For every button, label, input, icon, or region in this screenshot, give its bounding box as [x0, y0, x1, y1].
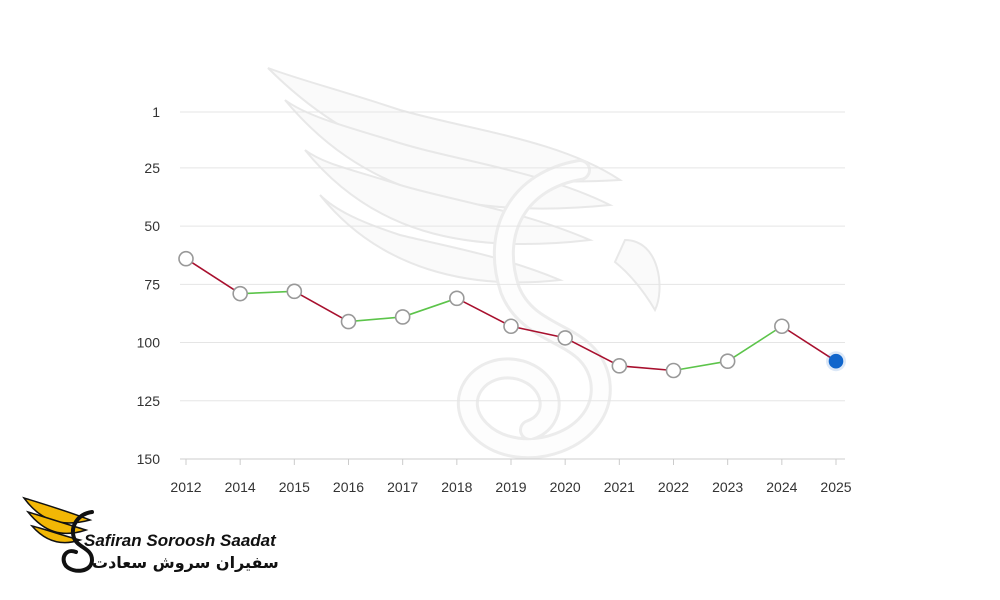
- x-tick-label: 2012: [170, 479, 201, 495]
- data-point[interactable]: [774, 318, 790, 335]
- bird-wing-s-logo-icon: [267, 67, 661, 460]
- y-tick-label: 75: [144, 276, 160, 292]
- series-segment: [402, 297, 458, 318]
- series-segment: [673, 360, 728, 372]
- x-tick-label: 2024: [766, 479, 797, 495]
- data-point[interactable]: [232, 285, 248, 302]
- x-tick-label: 2023: [712, 479, 743, 495]
- x-tick-label: 2022: [658, 479, 689, 495]
- data-point[interactable]: [340, 313, 357, 330]
- y-tick-label: 150: [137, 451, 161, 467]
- data-point[interactable]: [719, 353, 736, 369]
- data-point[interactable]: [178, 250, 194, 267]
- series-segment: [727, 325, 783, 362]
- y-tick-label: 1: [152, 104, 160, 120]
- series-segment: [781, 325, 837, 362]
- series-segment: [456, 297, 512, 327]
- series-segment: [293, 290, 349, 323]
- x-tick-label: 2014: [225, 479, 256, 495]
- x-tick-label: 2021: [604, 479, 635, 495]
- brand-name-persian: سفیران سروش سعادت: [92, 553, 279, 572]
- data-point[interactable]: [557, 330, 573, 346]
- golden-wing-s-logo-icon: [22, 496, 95, 573]
- series-segment: [240, 290, 295, 295]
- x-tick-label: 2020: [550, 479, 581, 495]
- y-tick-label: 100: [137, 335, 161, 351]
- y-tick-label: 50: [144, 218, 160, 234]
- y-tick-label: 25: [144, 160, 160, 176]
- data-point[interactable]: [503, 318, 519, 335]
- data-point[interactable]: [611, 358, 628, 374]
- series-segment: [185, 258, 241, 295]
- series-segment: [564, 337, 620, 367]
- x-tick-label: 2019: [495, 479, 526, 495]
- data-point[interactable]: [286, 283, 303, 300]
- data-point[interactable]: [449, 290, 465, 307]
- data-point[interactable]: [665, 362, 682, 379]
- series-segment: [619, 365, 674, 372]
- series-segment: [510, 325, 566, 339]
- brand-name-english: Safiran Soroosh Saadat: [84, 531, 276, 550]
- x-tick-label: 2017: [387, 479, 418, 495]
- brand-logo: Safiran Soroosh Saadat سفیران سروش سعادت: [22, 495, 292, 575]
- x-tick-label: 2025: [820, 479, 851, 495]
- data-point[interactable]: [394, 309, 411, 325]
- x-tick-label: 2015: [279, 479, 310, 495]
- x-tick-label: 2016: [333, 479, 364, 495]
- series-segment: [348, 316, 403, 323]
- latest-data-point[interactable]: [828, 353, 844, 369]
- x-tick-label: 2018: [441, 479, 472, 495]
- y-tick-label: 125: [137, 393, 161, 409]
